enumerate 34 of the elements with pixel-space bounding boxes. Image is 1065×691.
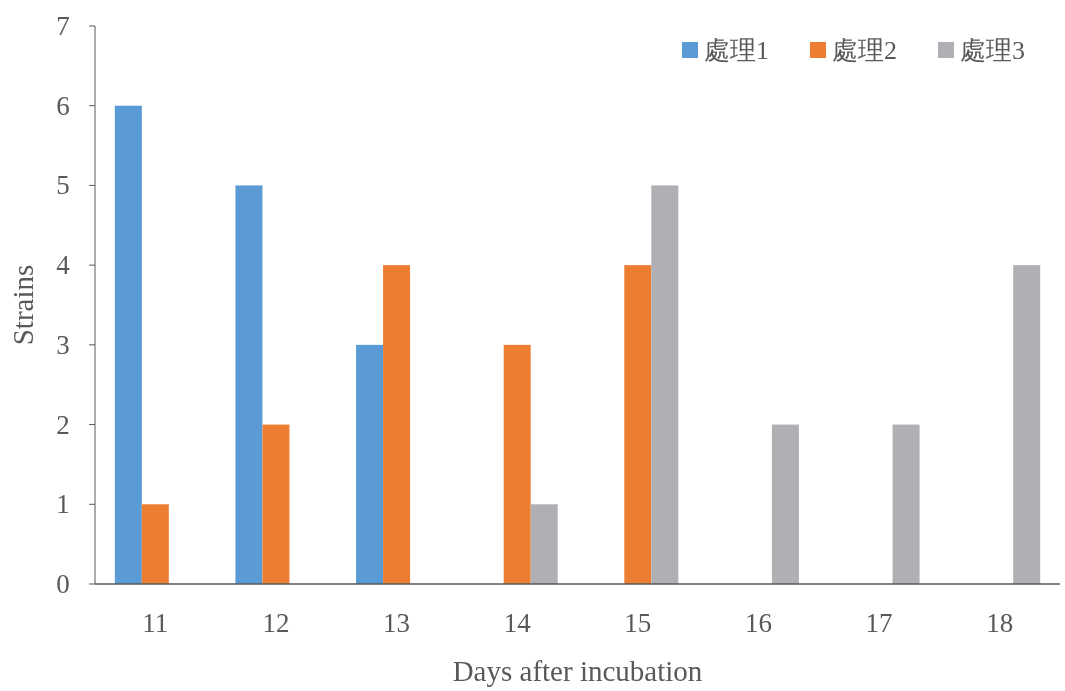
x-tick-label: 15 (624, 608, 652, 638)
x-tick-label: 14 (503, 608, 532, 638)
x-tick-label: 17 (865, 608, 893, 638)
bar (1013, 265, 1041, 584)
bar (503, 344, 531, 584)
bar (624, 265, 652, 584)
y-tick-label: 5 (56, 170, 70, 201)
y-tick-label: 3 (56, 329, 70, 360)
y-tick-label: 7 (56, 11, 70, 41)
legend-label: 處理3 (960, 36, 1025, 65)
y-tick-label: 2 (56, 409, 70, 440)
bar (141, 504, 169, 584)
legend-label: 處理2 (832, 36, 897, 65)
y-tick-label: 6 (56, 90, 70, 121)
x-tick-label: 12 (262, 608, 290, 638)
bar (262, 424, 290, 584)
y-tick-label: 4 (56, 250, 71, 281)
y-tick-label: 0 (56, 569, 70, 599)
bar (651, 185, 679, 584)
bar (530, 504, 558, 584)
bar (892, 424, 920, 584)
bar (771, 424, 799, 584)
bar (356, 344, 384, 584)
x-tick-label: 16 (744, 608, 772, 638)
x-tick-label: 13 (383, 608, 411, 638)
y-tick-label: 1 (56, 489, 70, 520)
x-axis-title: Days after incubation (452, 655, 703, 687)
legend-label: 處理1 (704, 36, 769, 65)
bar (114, 105, 142, 584)
x-tick-label: 11 (142, 608, 169, 638)
bar (383, 265, 411, 584)
y-axis-title: Strains (7, 264, 39, 346)
x-tick-label: 18 (986, 608, 1014, 638)
bar (235, 185, 263, 584)
